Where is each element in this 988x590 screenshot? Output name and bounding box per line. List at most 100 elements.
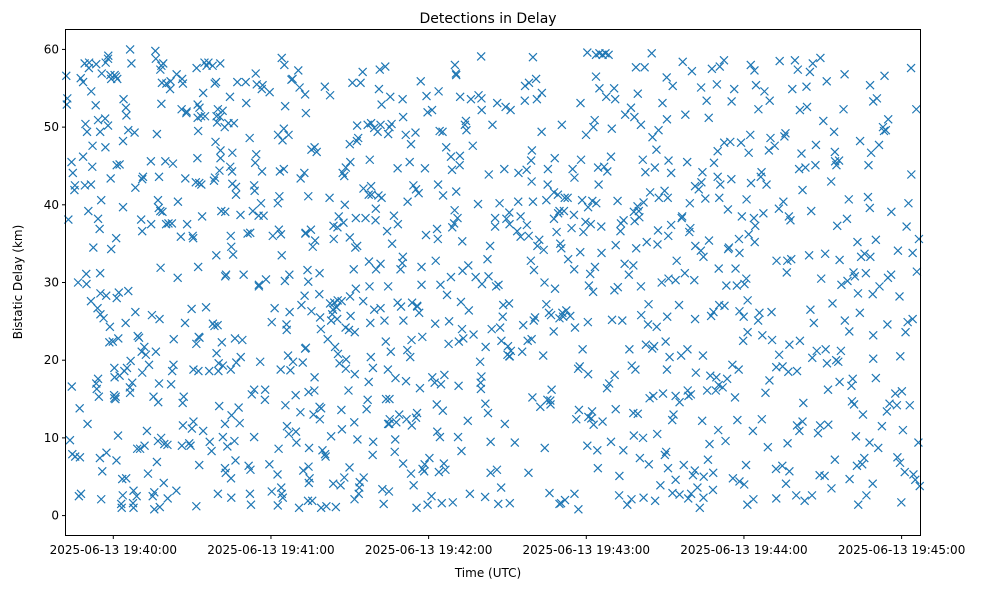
data-point [221,270,231,280]
data-point [514,168,523,178]
data-point [393,163,403,173]
data-point [495,323,505,332]
data-point [858,410,868,420]
data-point [782,267,792,277]
data-point [522,165,532,175]
data-point [396,302,406,312]
data-point [70,180,80,190]
data-point [626,103,636,113]
data-point [565,311,575,321]
data-point [215,166,224,176]
data-point [792,366,802,376]
data-point [774,204,784,214]
data-point [363,395,373,405]
data-point [332,314,342,324]
data-point [243,229,252,238]
data-point [622,500,632,510]
data-point [260,395,270,405]
data-point [653,226,663,235]
data-point [739,480,749,489]
data-point [526,156,536,165]
data-point [67,157,76,167]
data-point [464,306,474,315]
data-point [671,275,681,285]
data-point [761,388,770,398]
data-point [284,270,294,280]
data-point [734,365,744,374]
data-point [618,445,628,455]
data-point [593,463,603,473]
data-point [427,372,437,382]
data-point [704,113,714,123]
data-point [691,368,701,378]
y-tick-label: 10 [44,431,59,445]
data-point [229,118,239,128]
data-point [614,490,624,500]
data-point [864,160,873,170]
data-point [732,281,742,291]
data-point [196,111,206,121]
data-point [808,58,818,68]
data-point [91,100,101,110]
data-point [594,83,604,93]
data-point [859,453,869,463]
x-tick-label: 2025-06-13 19:40:00 [50,543,177,557]
data-point [339,171,349,181]
data-point [578,344,588,354]
data-point [586,219,596,229]
data-point [434,467,444,477]
data-point [745,130,755,140]
data-point [757,330,767,340]
data-point [178,79,188,89]
data-point [748,426,758,436]
data-point [715,62,725,71]
data-point [675,490,684,500]
data-point [257,166,267,176]
data-point [454,381,464,391]
data-point [620,259,630,269]
data-point [129,503,138,513]
data-point [477,93,486,103]
data-point [151,54,161,64]
data-point [628,260,638,270]
data-point [795,336,805,346]
data-point [307,496,317,506]
data-point [210,173,220,183]
data-point [694,184,704,194]
data-point [690,466,700,475]
data-point [668,488,677,498]
data-point [512,226,522,236]
data-point [594,180,604,190]
data-point [484,271,493,281]
data-point [784,340,794,350]
data-point [563,254,573,264]
data-point [680,110,690,120]
data-point [725,137,735,147]
data-point [696,246,706,256]
data-point [449,219,459,228]
data-point [438,127,447,137]
data-point [846,381,856,391]
data-point [560,495,570,505]
data-point [276,229,286,239]
data-point [855,308,865,318]
data-point [528,52,538,62]
data-point [406,469,416,479]
data-point [171,486,181,496]
data-point [800,496,810,506]
data-point [601,92,611,102]
data-point [753,104,763,114]
data-point [765,375,774,385]
data-point [865,203,875,213]
data-point [770,141,780,151]
data-point [477,105,487,115]
data-point [658,389,668,399]
data-point [687,66,697,76]
data-point [169,360,178,370]
data-point [908,248,918,258]
data-point [698,351,708,360]
data-point [693,483,702,493]
data-point [277,250,287,260]
data-point [906,170,916,179]
data-point [767,307,776,317]
